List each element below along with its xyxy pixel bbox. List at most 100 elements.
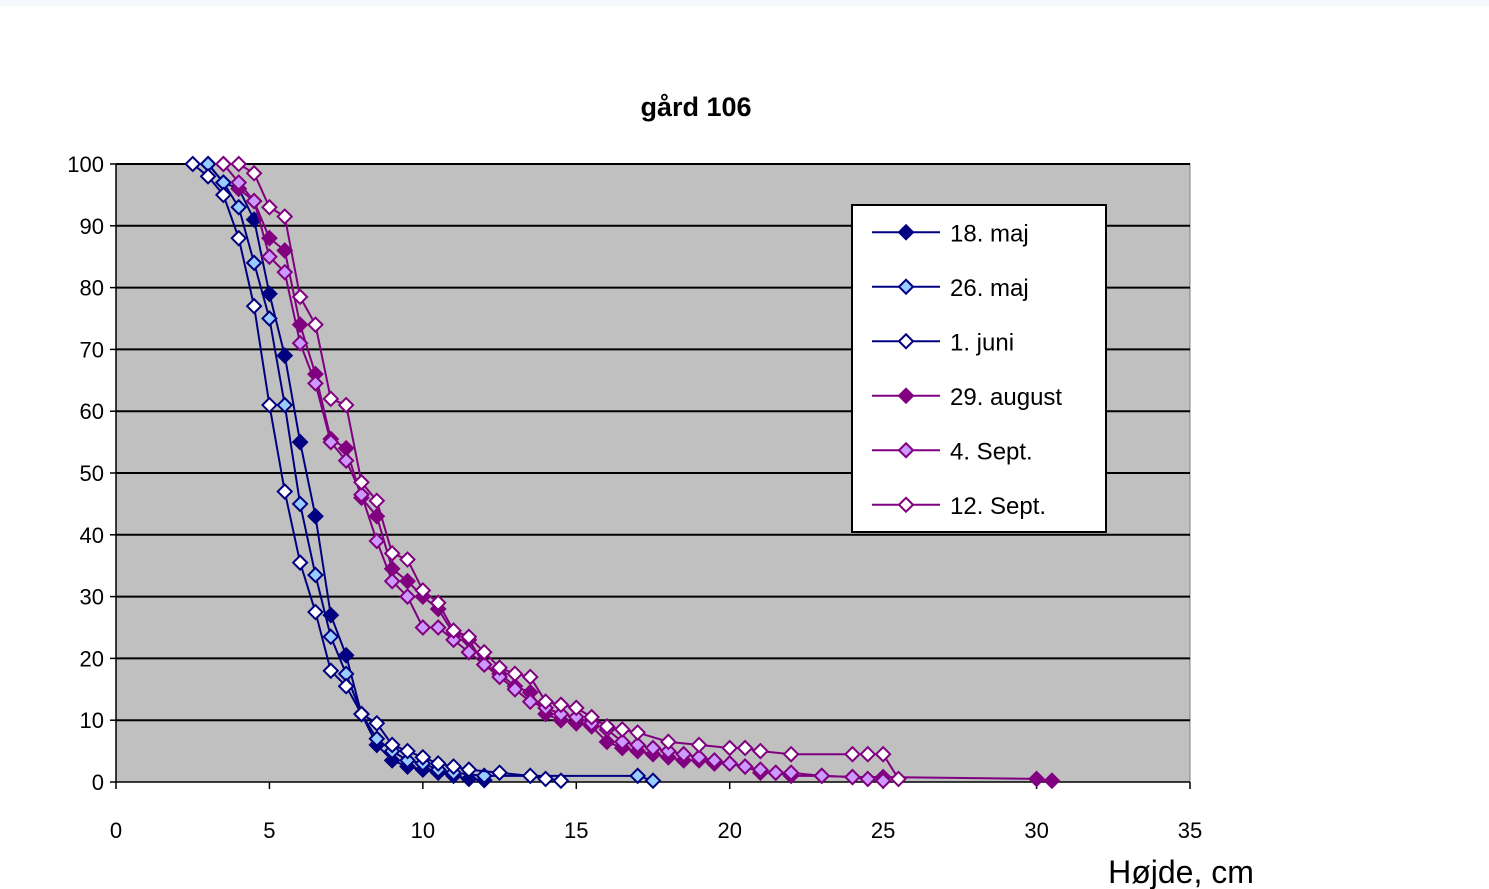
data-point [874,745,892,763]
data-point [598,733,616,751]
legend-box [851,204,1107,533]
data-point [337,452,355,470]
x-tick-label: 35 [1178,818,1202,843]
data-point [245,297,263,315]
x-tick-label: 15 [564,818,588,843]
data-point [460,643,478,661]
y-tick-label: 40 [80,523,104,548]
data-point [491,668,508,686]
data-point [414,619,432,636]
data-point [353,473,370,491]
data-point [782,745,800,763]
data-point [736,739,754,757]
y-tick-label: 80 [80,276,104,301]
data-point [429,594,447,612]
data-point [322,628,340,646]
data-point [291,495,309,513]
data-point [383,751,401,769]
data-point [322,433,340,451]
legend-label: 29. august [950,384,1062,411]
data-point [751,761,769,779]
data-point [322,390,340,408]
legend-label: 12. Sept. [950,493,1046,520]
data-point [245,164,263,182]
data-point [353,705,370,723]
data-point [460,628,478,646]
data-point [307,316,324,334]
data-point [751,742,769,760]
data-point [291,288,309,306]
data-point [337,677,355,695]
data-point [429,619,447,636]
data-point [230,155,248,173]
x-tick-label: 25 [871,818,895,843]
data-point [337,646,355,664]
data-point [844,745,861,763]
data-point [782,764,800,782]
y-tick-label: 50 [80,461,104,486]
data-point [629,767,647,785]
data-point [353,486,370,504]
data-point [322,662,340,680]
data-point [659,733,677,751]
data-point [874,772,892,790]
data-point [721,739,739,757]
data-point [261,248,278,266]
data-point [690,748,708,766]
data-point [399,751,416,769]
y-tick-label: 30 [80,585,104,610]
data-point [399,588,416,606]
data-point [659,742,677,760]
y-tick-label: 0 [92,770,104,795]
data-point [506,680,524,698]
top-band [0,0,1489,6]
x-tick-label: 5 [263,818,275,843]
x-tick-label: 30 [1024,818,1048,843]
series-1-juni [184,155,570,790]
data-point [307,566,324,584]
data-point [383,736,401,754]
data-point [1028,770,1045,788]
data-point [736,758,754,775]
data-point [644,772,662,790]
data-point [276,347,294,364]
data-point [767,764,785,782]
data-point [230,229,248,247]
data-point [552,705,570,723]
legend: 18. maj 26. maj 1. juni 29. august 4. Sept. 1… [851,204,1107,533]
data-point [521,693,539,711]
legend-marker [897,441,915,459]
data-point [368,532,386,550]
legend-marker [897,223,915,241]
chart-title: gård 106 [640,92,751,122]
data-point [1043,772,1061,790]
data-point [199,167,217,185]
legend-marker [897,496,915,514]
data-point [567,699,585,717]
data-point [414,748,432,766]
y-tick-label: 70 [80,337,104,362]
data-point [230,174,248,191]
y-tick-label: 20 [80,646,104,671]
data-point [567,708,585,726]
data-point [399,551,416,568]
data-point [399,742,416,760]
data-point [690,736,708,754]
data-point [276,263,294,281]
legend-label: 1. juni [950,329,1014,356]
data-point [890,770,907,788]
x-tick-label: 0 [110,818,122,843]
data-point [644,739,662,757]
data-point [598,717,616,735]
data-point [705,751,723,769]
legend-label: 18. maj [950,220,1029,247]
data-point [475,656,493,673]
data-point [629,736,647,754]
axes: 0 10 20 30 40 50 60 70 80 90 100 0 5 10 15 20 25 30 35 [67,152,1202,843]
series-4-sept [214,155,892,790]
y-tick-label: 10 [80,708,104,733]
data-point [521,767,539,785]
data-point [445,622,462,640]
series-12-sept [214,155,907,788]
